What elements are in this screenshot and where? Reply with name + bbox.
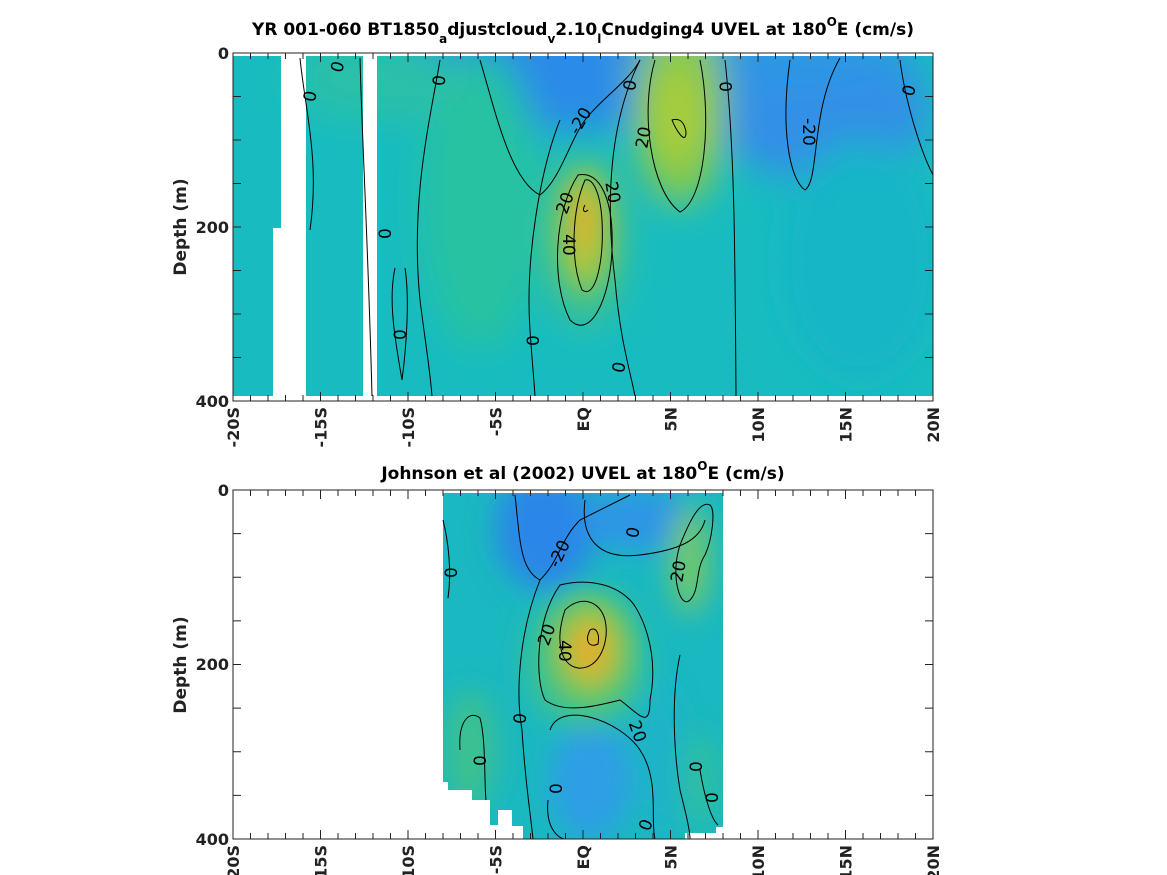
x-tick-label: 5N — [662, 845, 681, 870]
contour-line — [671, 118, 687, 138]
top-panel-title: YR 001-060 BT1850adjustcloudv2.10lCnudgi… — [251, 15, 914, 46]
x-tick-label: 5N — [662, 407, 681, 432]
contour-label: 0 — [471, 755, 491, 766]
contour-line — [673, 654, 691, 840]
contour-line — [528, 119, 561, 397]
contour-line — [391, 267, 403, 381]
top-tick-marks — [232, 52, 934, 402]
contour-label: 0 — [327, 59, 349, 75]
contour-line — [557, 173, 613, 326]
contour-line — [899, 59, 934, 176]
contour-line — [479, 59, 641, 196]
contour-line — [647, 59, 707, 213]
top-y-tick-labels: 0 200 400 — [196, 44, 229, 411]
contour-label: 0 — [442, 567, 462, 578]
top-nodata-band-1 — [281, 56, 306, 396]
x-tick-label: 20N — [924, 407, 943, 443]
contour-label: 0 — [510, 712, 531, 725]
contour-label: 0 — [430, 74, 451, 87]
contour-line — [609, 59, 641, 397]
contour-label: 0 — [391, 329, 411, 340]
y-tick-label: 200 — [196, 218, 229, 237]
top-contours — [299, 57, 934, 397]
contour-label: 0 — [899, 83, 921, 99]
contour-line — [549, 714, 656, 840]
bottom-panel: Johnson et al (2002) UVEL at 180OE (cm/s… — [171, 459, 943, 875]
bottom-heatmap — [443, 493, 723, 839]
bottom-tick-marks — [232, 489, 934, 840]
contour-line — [573, 179, 603, 293]
x-tick-label: -10S — [399, 845, 418, 875]
x-tick-label: -15S — [312, 407, 331, 447]
bottom-panel-title: Johnson et al (2002) UVEL at 180OE (cm/s… — [380, 459, 784, 484]
x-tick-label: 15N — [837, 407, 856, 443]
y-tick-label: 200 — [196, 655, 229, 674]
contour-label: 0 — [609, 360, 631, 374]
contour-line — [675, 503, 714, 603]
x-tick-label: 15N — [837, 845, 856, 875]
contour-label: -20 — [798, 118, 818, 146]
contour-line — [724, 59, 737, 397]
contour-line — [442, 519, 451, 599]
bottom-x-tick-labels: -20S -15S -10S -5S EQ 5N 10N 15N 20N — [224, 845, 943, 875]
top-nodata-band-3 — [363, 56, 377, 396]
y-tick-label: 400 — [196, 392, 229, 411]
contour-line — [559, 600, 607, 669]
contour-label: 0 — [623, 525, 645, 539]
contour-line — [459, 714, 487, 801]
contour-label: 20 — [632, 125, 655, 150]
contour-label: 0 — [703, 792, 723, 803]
contour-label: 40 — [558, 234, 578, 256]
contour-line — [587, 628, 599, 646]
contour-line — [583, 204, 589, 213]
top-heatmap — [233, 56, 933, 400]
x-tick-label: 20N — [924, 845, 943, 875]
contour-label: 0 — [687, 761, 707, 772]
contour-label: 0 — [717, 81, 737, 92]
contour-line — [785, 57, 841, 191]
x-tick-label: -10S — [399, 407, 418, 447]
top-y-axis-label: Depth (m) — [171, 178, 191, 275]
x-tick-label: -20S — [224, 407, 243, 447]
x-tick-label: 10N — [749, 407, 768, 443]
x-tick-label: -15S — [312, 845, 331, 875]
bottom-y-axis-label: Depth (m) — [171, 616, 191, 713]
x-tick-label: EQ — [574, 407, 593, 432]
contour-line — [416, 59, 441, 397]
top-nodata-band-2 — [273, 228, 282, 396]
contour-label: 40 — [554, 640, 574, 662]
contour-line — [538, 581, 654, 718]
x-tick-label: 10N — [749, 845, 768, 875]
contour-label: 0 — [524, 335, 544, 346]
contour-line — [518, 579, 541, 840]
y-tick-label: 0 — [218, 44, 229, 63]
contour-label: 0 — [547, 783, 567, 794]
contour-line — [514, 494, 631, 581]
x-tick-label: -5S — [487, 407, 506, 436]
bottom-y-tick-labels: 0 200 400 — [196, 481, 229, 849]
contour-line — [359, 57, 373, 397]
contour-label: 0 — [376, 228, 396, 239]
bottom-contours — [442, 494, 719, 840]
contour-label: 0 — [300, 89, 322, 103]
contour-line — [299, 57, 314, 231]
contour-label: 20 — [667, 559, 690, 584]
x-tick-label: -20S — [224, 845, 243, 875]
x-tick-label: EQ — [574, 845, 593, 870]
y-tick-label: 0 — [218, 481, 229, 500]
top-panel: YR 001-060 BT1850adjustcloudv2.10lCnudgi… — [171, 15, 943, 447]
top-x-tick-labels: -20S -15S -10S -5S EQ 5N 10N 15N 20N — [224, 407, 943, 447]
contour-label: 0 — [620, 78, 642, 92]
contour-line — [583, 499, 706, 557]
contour-label: 20 — [600, 180, 623, 205]
x-tick-label: -5S — [487, 845, 506, 874]
y-tick-label: 400 — [196, 830, 229, 849]
contour-line — [699, 769, 719, 826]
contour-line — [401, 267, 408, 381]
